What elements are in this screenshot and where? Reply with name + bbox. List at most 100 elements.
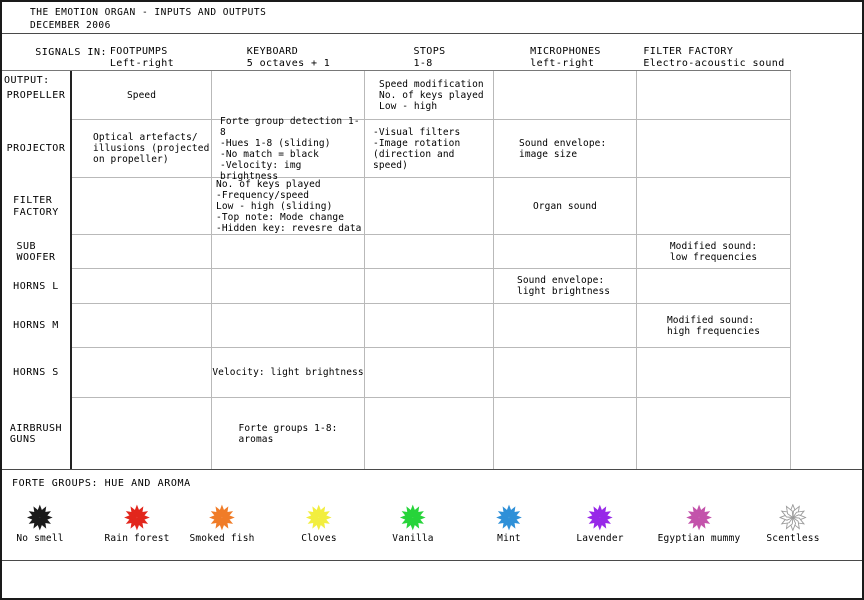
cell-projector-footpumps: Optical artefacts/ illusions (projected … <box>72 120 212 178</box>
cell-propeller-filter-factory <box>637 71 791 120</box>
column-header-filter-factory: FILTER FACTORY Electro-acoustic sound <box>637 46 791 72</box>
cell-filter-factory-stops <box>365 178 494 235</box>
column-name: STOPS <box>413 46 446 57</box>
legend-item-no-smell: No smell <box>16 504 63 544</box>
output-label: OUTPUT: <box>4 75 50 86</box>
row-label-propeller: PROPELLER <box>2 71 72 120</box>
column-subtitle: Electro-acoustic sound <box>643 57 785 69</box>
cell-airbrush-guns-footpumps <box>72 398 212 470</box>
column-subtitle: 1-8 <box>413 57 433 69</box>
forte-star-icon <box>26 504 53 531</box>
cell-horns-m-stops <box>365 304 494 348</box>
cell-propeller-stops: Speed modification No. of keys played Lo… <box>365 71 494 120</box>
signals-in-label: SIGNALS IN: <box>35 47 107 58</box>
legend-item-smoked-fish: Smoked fish <box>189 504 254 544</box>
row-label-sub-woofer: SUB WOOFER <box>2 235 72 269</box>
table-bottom-divider <box>2 469 862 470</box>
cell-horns-s-footpumps <box>72 348 212 398</box>
cell-airbrush-guns-microphones <box>494 398 637 470</box>
legend-item-label: No smell <box>16 533 64 544</box>
legend-title: FORTE GROUPS: HUE AND AROMA <box>12 478 191 489</box>
page-title: THE EMOTION ORGAN - INPUTS AND OUTPUTS <box>30 7 267 18</box>
cell-horns-m-filter-factory: Modified sound: high frequencies <box>637 304 791 348</box>
cell-projector-keyboard: Forte group detection 1-8 -Hues 1-8 (sli… <box>212 116 365 182</box>
legend-item-vanilla: Vanilla <box>392 504 434 544</box>
column-header-stops: STOPS 1-8 <box>365 46 494 72</box>
column-header-microphones: MICROPHONES left-right <box>494 46 637 72</box>
column-header-keyboard: KEYBOARD 5 octaves + 1 <box>212 46 365 72</box>
column-header-footpumps: FOOTPUMPS Left-right <box>72 46 212 72</box>
cell-propeller-keyboard <box>212 71 365 120</box>
cell-horns-l-keyboard <box>212 269 365 304</box>
cell-horns-m-microphones <box>494 304 637 348</box>
title-block: THE EMOTION ORGAN - INPUTS AND OUTPUTS D… <box>30 6 266 32</box>
row-label-horns-s: HORNS S <box>2 348 72 398</box>
forte-star-icon <box>209 504 236 531</box>
column-name: FILTER FACTORY <box>643 46 734 57</box>
legend-item-cloves: Cloves <box>301 504 337 544</box>
column-subtitle: 5 octaves + 1 <box>246 57 331 69</box>
io-table: PROPELLER Speed Speed modification No. of … <box>2 70 791 470</box>
cell-horns-s-filter-factory <box>637 348 791 398</box>
legend-item-label: Rain forest <box>104 533 170 544</box>
cell-sub-woofer-filter-factory: Modified sound: low frequencies <box>637 235 791 269</box>
legend-item-label: Vanilla <box>392 533 434 544</box>
column-name: FOOTPUMPS <box>109 46 168 57</box>
cell-horns-s-stops <box>365 348 494 398</box>
forte-star-icon <box>778 503 808 532</box>
cell-airbrush-guns-stops <box>365 398 494 470</box>
legend-item-lavender: Lavender <box>576 504 623 544</box>
cell-projector-stops: -Visual filters -Image rotation (directi… <box>365 120 494 178</box>
cell-horns-m-footpumps <box>72 304 212 348</box>
cell-horns-s-keyboard: Velocity: light brightness <box>212 348 365 398</box>
cell-horns-l-stops <box>365 269 494 304</box>
cell-horns-l-microphones: Sound envelope: light brightness <box>494 269 637 304</box>
row-label-airbrush-guns: AIRBRUSH GUNS <box>2 398 72 470</box>
forte-star-icon <box>306 504 333 531</box>
legend-item-label: Egyptian mummy <box>657 533 741 544</box>
cell-projector-filter-factory <box>637 120 791 178</box>
row-label-horns-m: HORNS M <box>2 304 72 348</box>
cell-filter-factory-footpumps <box>72 178 212 235</box>
legend-item-label: Lavender <box>576 533 624 544</box>
legend-item-mint: Mint <box>496 504 523 544</box>
page-subtitle: DECEMBER 2006 <box>30 20 111 31</box>
cell-sub-woofer-stops <box>365 235 494 269</box>
cell-horns-s-microphones <box>494 348 637 398</box>
title-divider <box>2 33 862 34</box>
legend-item-label: Scentless <box>766 533 820 544</box>
column-name: KEYBOARD <box>246 46 299 57</box>
row-label-filter-factory: FILTER FACTORY <box>2 178 72 235</box>
cell-airbrush-guns-keyboard: Forte groups 1-8: aromas <box>212 398 365 470</box>
forte-star-icon <box>496 504 523 531</box>
cell-filter-factory-filter-factory <box>637 178 791 235</box>
cell-sub-woofer-microphones <box>494 235 637 269</box>
cell-sub-woofer-keyboard <box>212 235 365 269</box>
legend-item-scentless: Scentless <box>766 503 820 544</box>
cell-filter-factory-microphones: Organ sound <box>494 178 637 235</box>
forte-star-icon <box>586 504 613 531</box>
cell-horns-l-filter-factory <box>637 269 791 304</box>
legend-item-label: Cloves <box>301 533 337 544</box>
cell-propeller-footpumps: Speed <box>72 71 212 120</box>
cell-horns-l-footpumps <box>72 269 212 304</box>
legend-item-egyptian-mummy: Egyptian mummy <box>658 504 741 544</box>
cell-airbrush-guns-filter-factory <box>637 398 791 470</box>
legend-item-rain-forest: Rain forest <box>104 504 169 544</box>
forte-star-icon <box>686 504 713 531</box>
forte-star-icon <box>124 504 151 531</box>
cell-propeller-microphones <box>494 71 637 120</box>
row-label-horns-l: HORNS L <box>2 269 72 304</box>
column-subtitle: Left-right <box>109 57 175 69</box>
column-name: MICROPHONES <box>530 46 601 57</box>
cell-filter-factory-keyboard: No. of keys played -Frequency/speed Low … <box>212 178 365 235</box>
row-label-projector: PROJECTOR <box>2 120 72 178</box>
cell-horns-m-keyboard <box>212 304 365 348</box>
cell-sub-woofer-footpumps <box>72 235 212 269</box>
legend-item-label: Mint <box>497 533 521 544</box>
cell-projector-microphones: Sound envelope: image size <box>494 120 637 178</box>
forte-star-icon <box>400 504 427 531</box>
column-subtitle: left-right <box>530 57 595 69</box>
legend-item-label: Smoked fish <box>189 533 255 544</box>
